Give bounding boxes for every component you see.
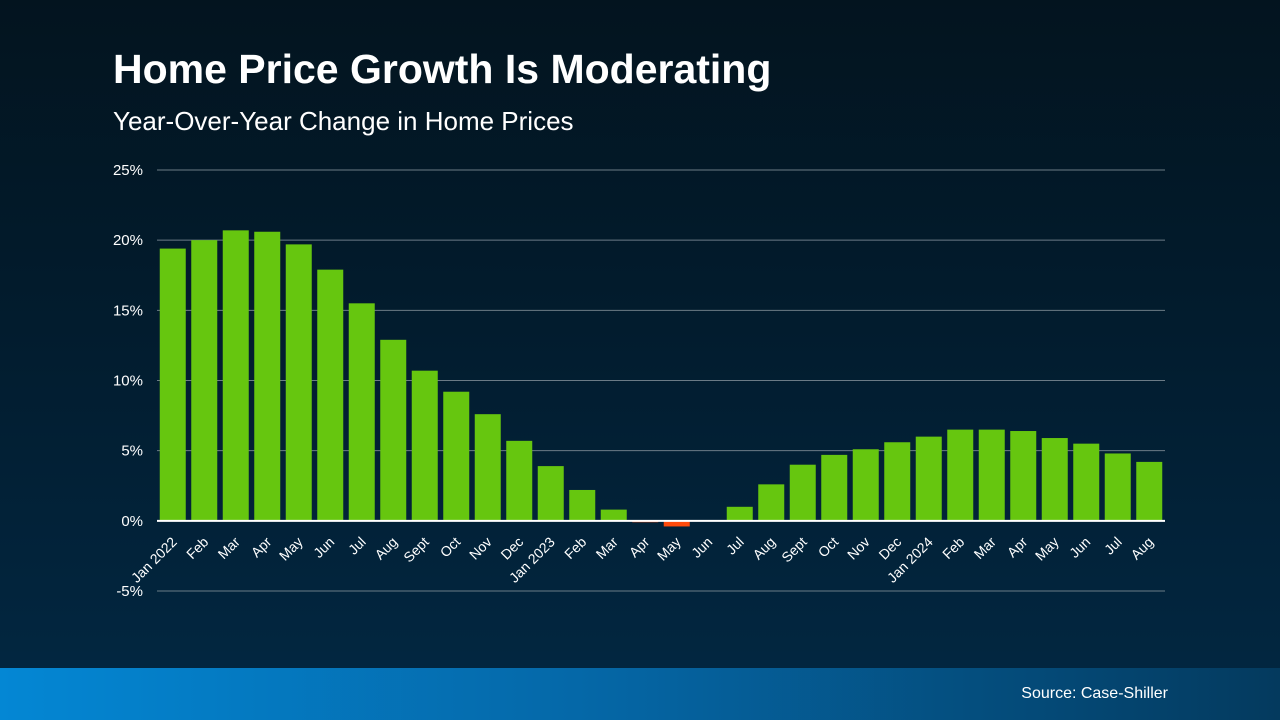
x-tick-label: May bbox=[654, 534, 684, 564]
bar bbox=[915, 436, 942, 521]
y-tick-label: 20% bbox=[113, 232, 143, 249]
bar bbox=[1073, 443, 1100, 521]
x-tick-label: Jun bbox=[310, 534, 337, 561]
bar bbox=[1010, 431, 1037, 521]
x-tick-label: Jun bbox=[688, 534, 715, 561]
y-tick-label: 0% bbox=[121, 513, 143, 530]
footer-band: Source: Case-Shiller bbox=[0, 668, 1280, 720]
bar bbox=[1041, 438, 1068, 521]
x-tick-label: Mar bbox=[592, 533, 621, 562]
bar bbox=[537, 466, 564, 521]
x-tick-label: Feb bbox=[939, 533, 968, 562]
bar bbox=[947, 429, 974, 521]
bar bbox=[254, 231, 281, 521]
x-tick-label: May bbox=[1032, 534, 1062, 564]
bar bbox=[191, 240, 218, 521]
x-tick-label: Mar bbox=[214, 533, 243, 562]
y-tick-label: 5% bbox=[121, 443, 143, 460]
bar bbox=[789, 464, 816, 521]
bar bbox=[852, 449, 879, 521]
x-tick-label: Mar bbox=[970, 533, 999, 562]
x-tick-label: Oct bbox=[815, 534, 842, 561]
y-tick-label: -5% bbox=[116, 583, 143, 600]
bar bbox=[159, 248, 186, 521]
y-tick-label: 25% bbox=[113, 162, 143, 179]
bar bbox=[348, 303, 375, 521]
bar bbox=[506, 440, 533, 521]
bar bbox=[380, 339, 407, 521]
y-tick-label: 10% bbox=[113, 373, 143, 390]
x-tick-label: Jul bbox=[723, 534, 747, 558]
bar bbox=[317, 269, 344, 521]
bar bbox=[663, 520, 690, 527]
bar bbox=[821, 454, 848, 521]
bar bbox=[758, 484, 785, 521]
bar bbox=[474, 414, 501, 521]
x-tick-label: Jan 2022 bbox=[128, 533, 180, 585]
x-tick-label: Jul bbox=[345, 534, 369, 558]
x-tick-label: Nov bbox=[844, 534, 873, 563]
bar bbox=[443, 391, 470, 521]
x-tick-label: May bbox=[276, 534, 306, 564]
bar-chart: -5%0%5%10%15%20%25%Jan 2022 Feb Mar Apr May J… bbox=[113, 162, 1165, 600]
bar bbox=[884, 442, 911, 521]
x-tick-label: Apr bbox=[248, 533, 275, 560]
bar bbox=[569, 489, 596, 521]
bar bbox=[411, 370, 438, 521]
x-tick-label: Sept bbox=[400, 534, 432, 566]
x-tick-label: Aug bbox=[371, 534, 400, 563]
bar bbox=[285, 244, 312, 521]
x-tick-label: Sept bbox=[778, 534, 810, 566]
x-tick-label: Apr bbox=[1004, 533, 1031, 560]
x-tick-label: Jul bbox=[1101, 534, 1125, 558]
bar bbox=[222, 230, 249, 521]
x-tick-label: Feb bbox=[183, 533, 212, 562]
bar bbox=[978, 429, 1005, 521]
x-tick-label: Nov bbox=[466, 534, 495, 563]
x-tick-label: Aug bbox=[749, 534, 778, 563]
chart-subtitle: Year-Over-Year Change in Home Prices bbox=[113, 106, 574, 136]
bar bbox=[1104, 453, 1131, 521]
source-label: Source: Case-Shiller bbox=[1021, 685, 1168, 702]
x-tick-label: Aug bbox=[1127, 534, 1156, 563]
x-tick-label: Jun bbox=[1066, 534, 1093, 561]
bar bbox=[1136, 461, 1163, 521]
bar bbox=[600, 509, 627, 521]
bar bbox=[726, 506, 753, 521]
chart-title: Home Price Growth Is Moderating bbox=[113, 46, 772, 92]
x-tick-label: Apr bbox=[626, 533, 653, 560]
x-tick-label: Oct bbox=[437, 534, 464, 561]
y-tick-label: 15% bbox=[113, 302, 143, 319]
x-tick-label: Feb bbox=[561, 533, 590, 562]
